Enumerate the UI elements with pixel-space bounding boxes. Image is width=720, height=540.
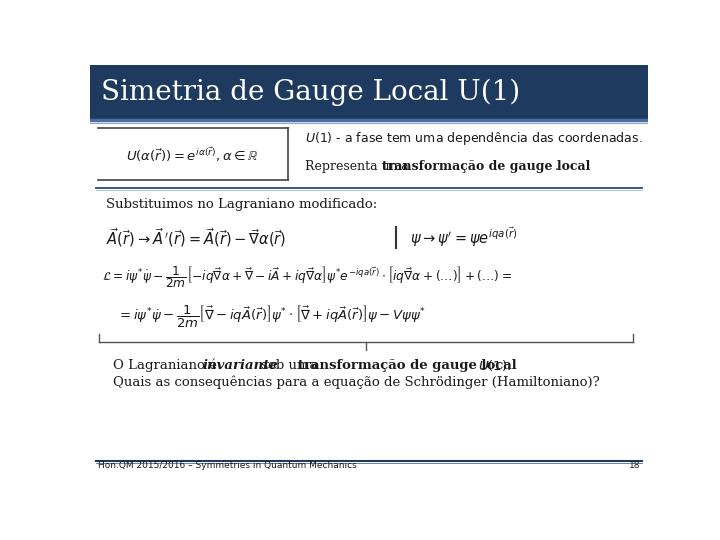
Text: $\psi \rightarrow \psi^{\prime} = \psi e^{iqa(\vec{r})}$: $\psi \rightarrow \psi^{\prime} = \psi e… [410, 225, 518, 249]
Text: Representa uma: Representa uma [305, 160, 413, 173]
Text: transformação de gauge local: transformação de gauge local [382, 160, 590, 173]
Text: Quais as consequências para a equação de Schrödinger (Hamiltoniano)?: Quais as consequências para a equação de… [113, 375, 600, 389]
Text: $\mathcal{L} = i\psi^{*}\dot{\psi} - \dfrac{1}{2m}\left[-iq\vec{\nabla}\alpha + : $\mathcal{L} = i\psi^{*}\dot{\psi} - \df… [102, 265, 512, 290]
Text: $= i\psi^{*}\dot{\psi} - \dfrac{1}{2m}\left[\vec{\nabla} - iq\vec{A}(\vec{r})\ri: $= i\psi^{*}\dot{\psi} - \dfrac{1}{2m}\l… [117, 305, 426, 330]
Text: invariante: invariante [202, 359, 278, 372]
Text: Substituimos no Lagraniano modificado:: Substituimos no Lagraniano modificado: [106, 198, 377, 212]
Text: $U(\alpha(\vec{r})) = e^{i\alpha(\vec{r})}, \alpha \in \mathbb{R}$: $U(\alpha(\vec{r})) = e^{i\alpha(\vec{r}… [126, 145, 259, 164]
Text: transformação de gauge local: transformação de gauge local [297, 359, 516, 372]
Text: $U(1)$.: $U(1)$. [477, 357, 510, 373]
Text: Hon.QM 2015/2016 – Symmetries in Quantum Mechanics: Hon.QM 2015/2016 – Symmetries in Quantum… [98, 461, 356, 470]
Text: Simetria de Gauge Local U(1): Simetria de Gauge Local U(1) [101, 79, 520, 106]
Text: 18: 18 [629, 461, 640, 470]
Text: O Lagraniano é: O Lagraniano é [113, 359, 221, 372]
Bar [90, 65, 648, 120]
Text: sob uma: sob uma [256, 359, 321, 372]
Text: $U(1)$ - a fase tem uma dependência das coordenadas.: $U(1)$ - a fase tem uma dependência das … [305, 130, 642, 147]
Text: .: . [555, 160, 559, 173]
Text: $\vec{A}(\vec{r}) \rightarrow \vec{A}\,{}^{\prime}(\vec{r}) = \vec{A}(\vec{r}) -: $\vec{A}(\vec{r}) \rightarrow \vec{A}\,{… [106, 226, 286, 249]
